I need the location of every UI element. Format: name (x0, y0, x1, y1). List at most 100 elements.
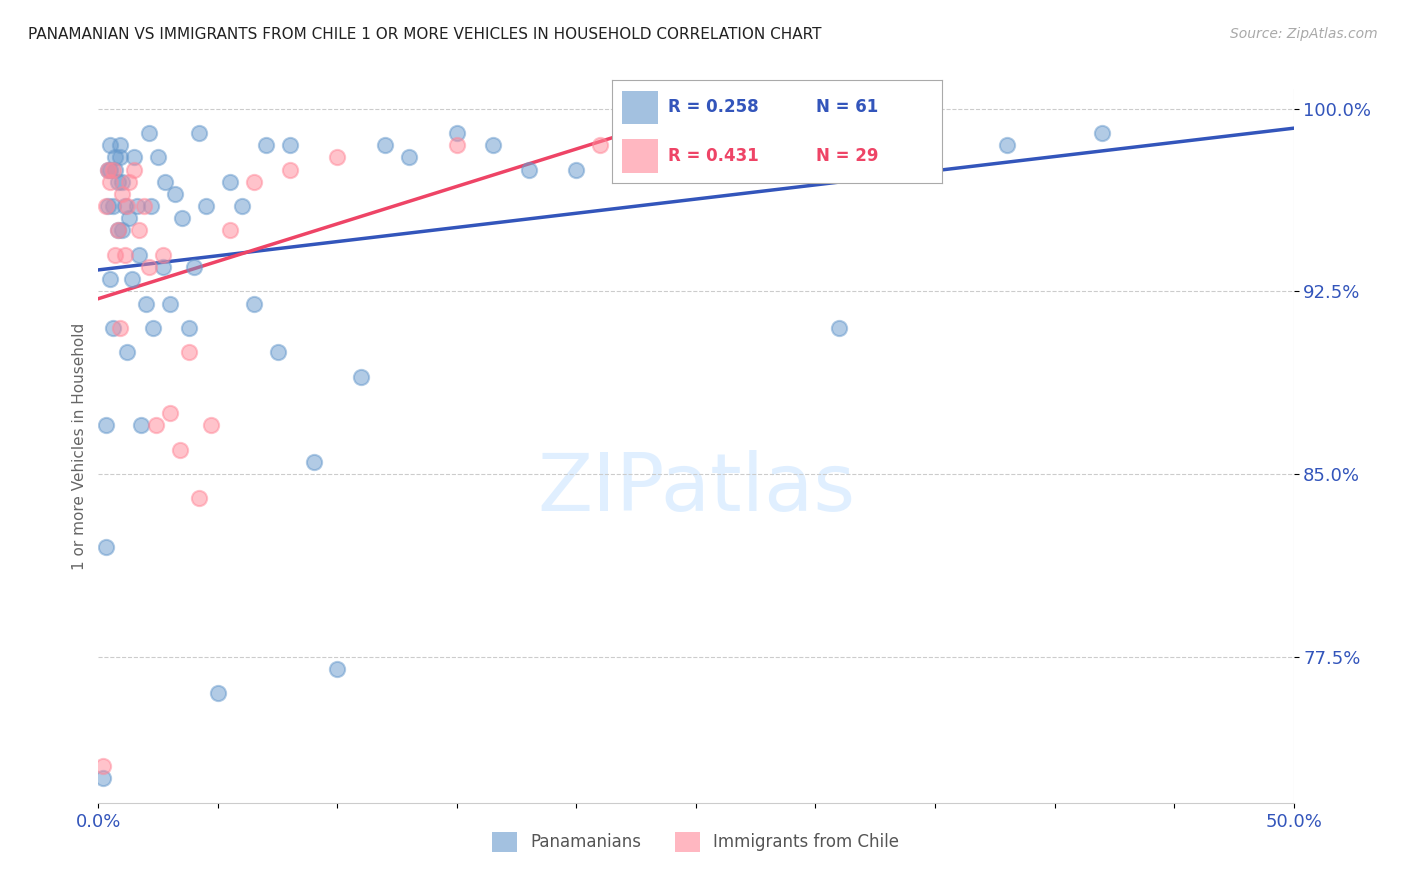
Point (446, 138, 468, 153)
Point (446, 126, 468, 140)
Point (138, 260, 160, 274)
Bar (621, 91, 658, 124)
Point (118, 211, 141, 226)
Point (139, 199, 162, 213)
Text: N = 61: N = 61 (817, 98, 879, 117)
Point (135, 296, 157, 310)
Point (302, 455, 325, 469)
Point (142, 321, 165, 335)
Text: N = 29: N = 29 (817, 146, 879, 165)
Point (159, 406, 181, 420)
Point (278, 138, 301, 153)
Point (1091, 126, 1114, 140)
Point (195, 199, 218, 213)
Point (155, 175, 177, 189)
Point (219, 223, 242, 237)
Point (169, 442, 191, 457)
Point (179, 345, 201, 359)
Point (278, 162, 301, 177)
Point (828, 321, 851, 335)
Point (118, 175, 141, 189)
Point (128, 223, 150, 237)
Point (350, 369, 373, 384)
Point (152, 248, 174, 262)
Point (481, 138, 505, 153)
Point (101, 321, 124, 335)
Point (124, 150, 146, 164)
Point (97, 162, 120, 177)
Point (98, 175, 122, 189)
Point (243, 175, 266, 189)
Point (565, 162, 588, 177)
Point (231, 199, 253, 213)
Point (138, 126, 160, 140)
Text: PANAMANIAN VS IMMIGRANTS FROM CHILE 1 OR MORE VEHICLES IN HOUSEHOLD CORRELATION : PANAMANIAN VS IMMIGRANTS FROM CHILE 1 OR… (28, 27, 821, 42)
Point (97, 199, 120, 213)
Point (132, 199, 155, 213)
Point (374, 138, 396, 153)
Point (121, 272, 143, 286)
Point (104, 150, 127, 164)
Point (108, 321, 131, 335)
Point (207, 686, 229, 700)
Point (94, 199, 117, 213)
Point (254, 138, 277, 153)
Point (104, 162, 127, 177)
Point (98, 272, 122, 286)
Point (517, 162, 540, 177)
Point (148, 150, 170, 164)
Point (114, 199, 136, 213)
Point (685, 126, 707, 140)
Point (179, 321, 201, 335)
Point (111, 175, 134, 189)
Point (91, 772, 114, 786)
Point (152, 260, 174, 274)
Point (94, 418, 117, 433)
Point (107, 175, 129, 189)
Point (111, 223, 134, 237)
Point (145, 418, 167, 433)
Point (107, 223, 129, 237)
Point (108, 138, 131, 153)
Point (183, 260, 205, 274)
Point (187, 126, 209, 140)
Point (219, 175, 242, 189)
Point (613, 113, 636, 128)
Point (101, 199, 124, 213)
Point (131, 418, 153, 433)
Point (398, 150, 420, 164)
Point (995, 138, 1018, 153)
Y-axis label: 1 or more Vehicles in Household: 1 or more Vehicles in Household (72, 322, 87, 570)
Text: Source: ZipAtlas.com: Source: ZipAtlas.com (1230, 27, 1378, 41)
Point (104, 248, 127, 262)
Point (128, 248, 150, 262)
Text: R = 0.258: R = 0.258 (668, 98, 758, 117)
Point (114, 248, 136, 262)
Point (589, 138, 612, 153)
Point (115, 199, 138, 213)
Point (108, 150, 131, 164)
Legend: Panamanians, Immigrants from Chile: Panamanians, Immigrants from Chile (486, 825, 905, 859)
Point (267, 345, 290, 359)
Point (163, 186, 186, 201)
Point (326, 662, 349, 676)
Point (115, 345, 138, 359)
Point (101, 162, 124, 177)
Point (111, 186, 134, 201)
Text: R = 0.431: R = 0.431 (668, 146, 758, 165)
Point (326, 150, 349, 164)
Bar (621, 139, 658, 173)
Text: ZIPatlas: ZIPatlas (537, 450, 855, 528)
Point (187, 491, 209, 506)
Point (98, 162, 122, 177)
Point (91, 759, 114, 773)
Point (107, 223, 129, 237)
Point (98, 138, 122, 153)
Point (172, 211, 194, 226)
Point (94, 540, 117, 554)
Point (200, 418, 222, 433)
Point (124, 162, 146, 177)
Point (97, 162, 120, 177)
Point (159, 296, 181, 310)
Point (243, 296, 266, 310)
